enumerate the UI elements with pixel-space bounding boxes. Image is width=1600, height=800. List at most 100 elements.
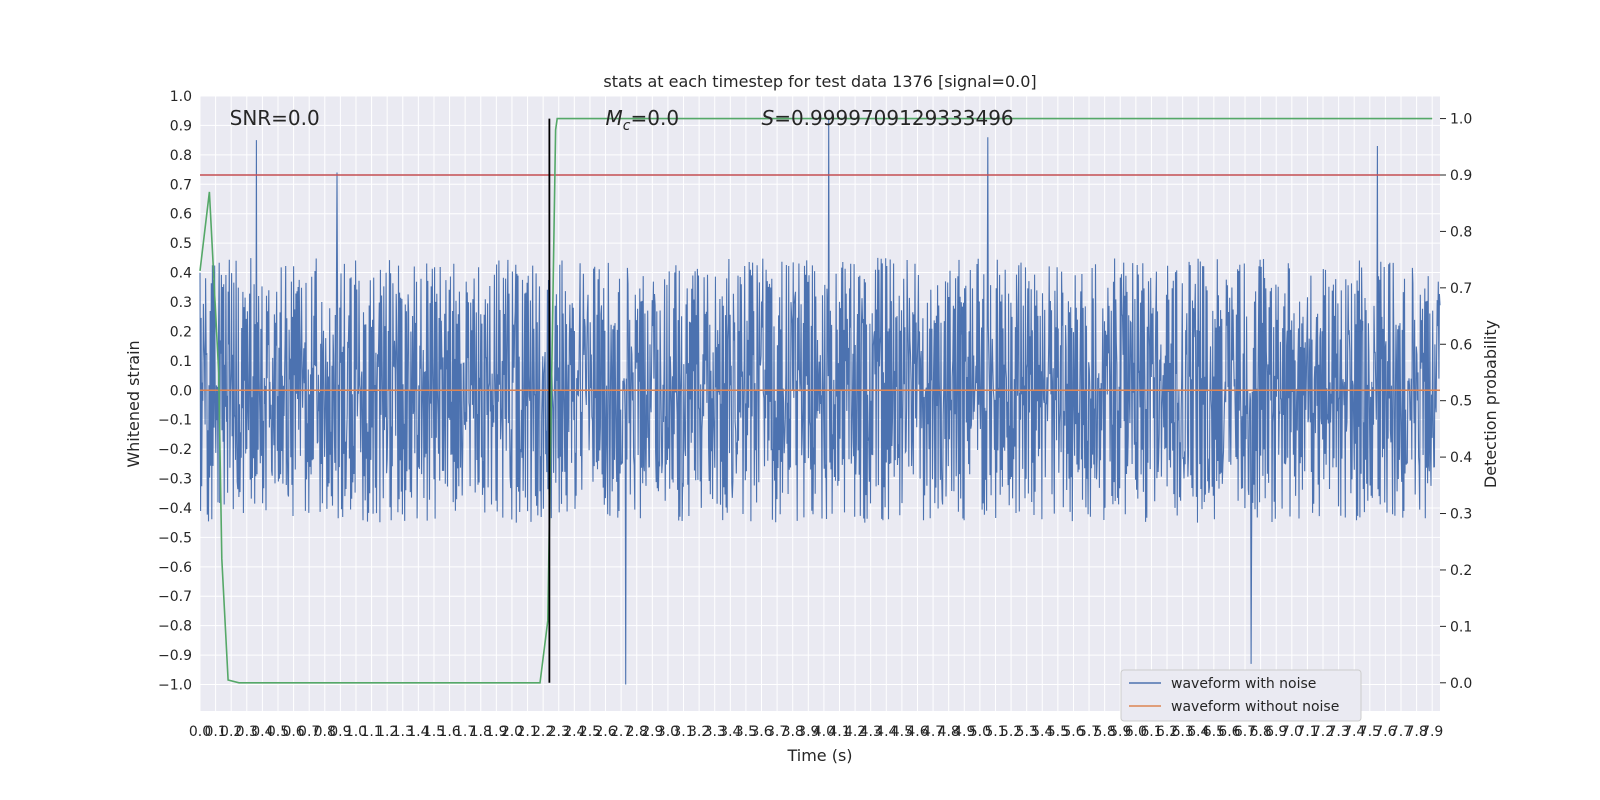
y-axis-label: Whitened strain [124, 340, 143, 467]
y-axis-ticks: 1.0 0.9 0.8 0.7 0.6 0.5 0.4 0.3 0.2 0.1 0.0 −0.1 −0.… [158, 89, 192, 694]
x-tick-label: 0.5 [267, 724, 289, 740]
series-line-detection-probability [199, 117, 1433, 684]
x-tick-label: 5.6 [1062, 724, 1084, 740]
legend-label-noise: waveform with noise [1171, 676, 1316, 692]
x-tick-label: 5.8 [1094, 724, 1116, 740]
x-tick-label: 6.0 [1125, 724, 1147, 740]
series-waveform-with-noise [199, 119, 1441, 685]
x-tick-label: 5.4 [1031, 724, 1053, 740]
y-tick-label: 0.6 [170, 207, 192, 223]
x-tick-label: 7.1 [1296, 724, 1318, 740]
x-tick-label: 1.3 [392, 724, 414, 740]
x-tick-label: 5.5 [1047, 724, 1069, 740]
x-tick-label: 5.1 [984, 724, 1006, 740]
x-tick-label: 3.3 [704, 724, 726, 740]
y2-tick-label: 0.8 [1450, 224, 1472, 240]
x-tick-label: 0.1 [204, 724, 226, 740]
x-tick-label: 4.5 [891, 724, 913, 740]
y2-tick-label: 0.4 [1450, 450, 1472, 466]
y-tick-label: −0.1 [158, 413, 192, 429]
x-tick-label: 2.6 [594, 724, 616, 740]
x-tick-label: 0.8 [314, 724, 336, 740]
series-line-waveform-with-noise [199, 119, 1441, 685]
legend: waveform with noise waveform without noi… [1120, 669, 1362, 722]
y-tick-label: −0.8 [158, 619, 192, 635]
x-tick-label: 2.4 [563, 724, 585, 740]
x-tick-label: 2.3 [548, 724, 570, 740]
x-axis-ticks: 0.00.10.20.30.40.50.60.70.80.91.01.11.21… [189, 724, 1443, 740]
x-tick-label: 3.0 [657, 724, 679, 740]
x-tick-label: 0.2 [220, 724, 242, 740]
y2-tick-label: 0.9 [1450, 168, 1472, 184]
x-tick-label: 4.9 [953, 724, 975, 740]
x-tick-label: 3.5 [735, 724, 757, 740]
x-tick-label: 3.7 [766, 724, 788, 740]
y-tick-label: 1.0 [170, 89, 192, 105]
x-tick-label: 4.3 [860, 724, 882, 740]
y-tick-label: 0.2 [170, 324, 192, 340]
x-tick-label: 3.9 [797, 724, 819, 740]
x-tick-label: 3.4 [719, 724, 741, 740]
overlay-lines [199, 117, 1440, 684]
x-tick-label: 7.9 [1421, 724, 1443, 740]
x-tick-label: 3.6 [750, 724, 772, 740]
x-tick-label: 6.3 [1172, 724, 1194, 740]
y-tick-label: −0.4 [158, 501, 192, 517]
legend-box [1120, 669, 1362, 722]
legend-label-clean: waveform without noise [1171, 699, 1339, 715]
x-tick-label: 6.6 [1218, 724, 1240, 740]
x-tick-label: 7.4 [1343, 724, 1365, 740]
x-tick-label: 6.4 [1187, 724, 1209, 740]
x-tick-label: 5.3 [1016, 724, 1038, 740]
x-tick-label: 2.1 [516, 724, 538, 740]
x-tick-label: 1.6 [438, 724, 460, 740]
y-tick-label: 0.8 [170, 148, 192, 164]
x-tick-label: 6.8 [1249, 724, 1271, 740]
y-tick-label: −0.6 [158, 560, 192, 576]
y2-axis-ticks: 1.0 0.9 0.8 0.7 0.6 0.5 0.4 0.3 0.2 0.1 0.0 [1440, 112, 1472, 692]
y2-tick-label: 1.0 [1450, 112, 1472, 128]
y2-tick-label: 0.3 [1450, 507, 1472, 523]
x-tick-label: 1.1 [360, 724, 382, 740]
x-tick-label: 6.1 [1140, 724, 1162, 740]
x-tick-label: 7.3 [1327, 724, 1349, 740]
x-tick-label: 7.8 [1405, 724, 1427, 740]
x-tick-label: 0.4 [251, 724, 273, 740]
y-tick-label: 0.9 [170, 118, 192, 134]
x-tick-label: 4.7 [922, 724, 944, 740]
x-tick-label: 2.2 [532, 724, 554, 740]
annotation-text: Mc=0.0 [606, 106, 680, 134]
y2-tick-label: 0.5 [1450, 394, 1472, 410]
y-tick-label: 0.5 [170, 236, 192, 252]
x-tick-label: 4.6 [906, 724, 928, 740]
x-tick-label: 7.5 [1359, 724, 1381, 740]
y2-tick-label: 0.7 [1450, 281, 1472, 297]
x-tick-label: 0.9 [329, 724, 351, 740]
x-tick-label: 0.7 [298, 724, 320, 740]
x-tick-label: 2.8 [626, 724, 648, 740]
x-tick-label: 0.3 [236, 724, 258, 740]
annotation-text: SNR=0.0 [230, 106, 320, 130]
annotations: SNR=0.0 Mc=0.0 S=0.9999709129333496 [230, 106, 1014, 134]
x-tick-label: 1.5 [423, 724, 445, 740]
y2-axis-label: Detection probability [1481, 320, 1500, 488]
x-tick-label: 2.7 [610, 724, 632, 740]
x-tick-label: 7.7 [1390, 724, 1412, 740]
y-tick-label: 0.0 [170, 383, 192, 399]
x-tick-label: 2.5 [579, 724, 601, 740]
x-tick-label: 6.2 [1156, 724, 1178, 740]
y-tick-label: 0.4 [170, 266, 192, 282]
x-tick-label: 6.5 [1203, 724, 1225, 740]
x-tick-label: 2.9 [641, 724, 663, 740]
x-tick-label: 0.0 [189, 724, 211, 740]
y-tick-label: −0.5 [158, 530, 192, 546]
y-tick-label: −0.3 [158, 472, 192, 488]
y-tick-label: −0.9 [158, 648, 192, 664]
x-tick-label: 7.0 [1281, 724, 1303, 740]
chart-title: stats at each timestep for test data 137… [603, 72, 1036, 91]
x-tick-label: 3.8 [782, 724, 804, 740]
x-tick-label: 3.2 [688, 724, 710, 740]
x-tick-label: 6.7 [1234, 724, 1256, 740]
x-tick-label: 0.6 [282, 724, 304, 740]
